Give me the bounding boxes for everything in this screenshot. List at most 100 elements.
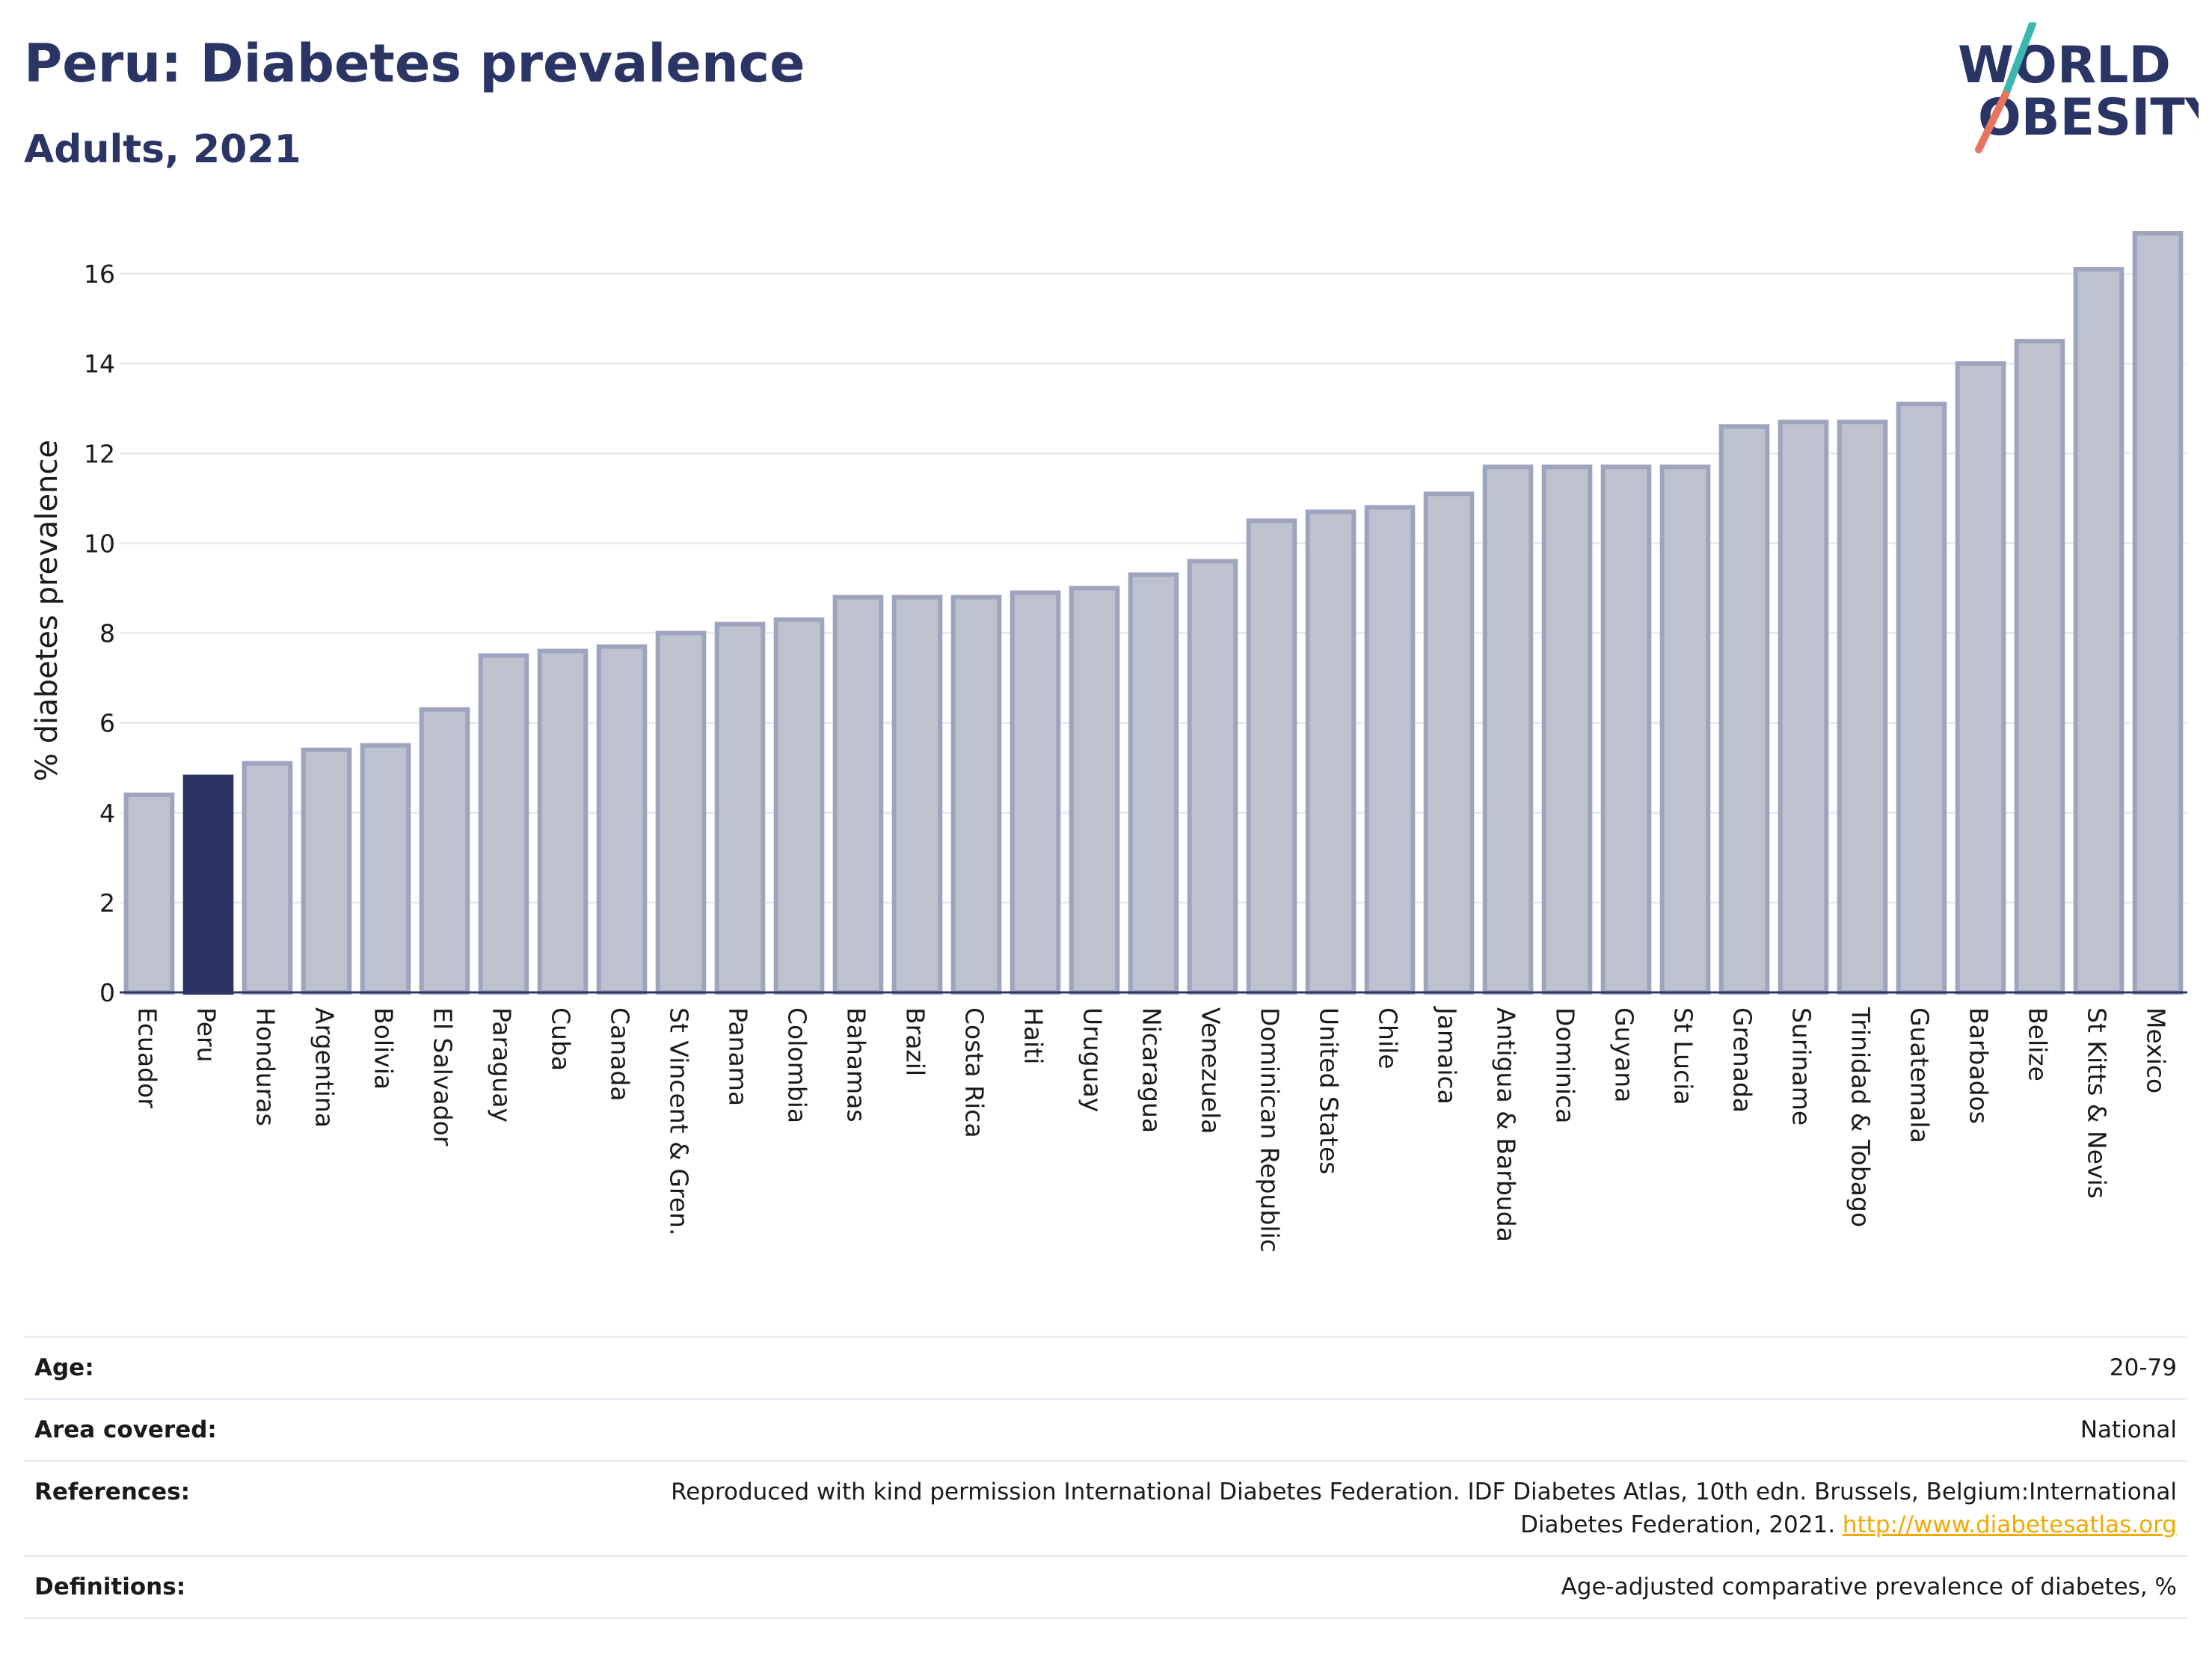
definitions-value: Age-adjusted comparative prevalence of d… [1561, 1573, 2177, 1601]
bar [1837, 420, 1888, 995]
y-tick-label: 6 [99, 709, 115, 738]
bar [1187, 559, 1238, 995]
x-tick-label: Haiti [1019, 1007, 1048, 1064]
page-subtitle: Adults, 2021 [24, 127, 301, 172]
x-tick-label: Barbados [1964, 1007, 1994, 1124]
x-tick-label: Guyana [1610, 1007, 1639, 1102]
world-obesity-logo: WORLD OBESITY [1958, 22, 2199, 153]
age-value: 20-79 [2109, 1354, 2177, 1381]
x-tick-label: Uruguay [1078, 1007, 1107, 1112]
bar [655, 630, 707, 995]
bar [478, 653, 529, 995]
x-tick-label: Nicaragua [1137, 1007, 1167, 1133]
y-tick-label: 10 [84, 529, 115, 558]
bar [123, 792, 175, 995]
x-tick-label: Ecuador [133, 1007, 162, 1108]
bar [537, 648, 589, 995]
bar [950, 595, 1002, 995]
bar [1423, 491, 1475, 995]
bar [1896, 402, 1947, 995]
x-tick-label: Honduras [251, 1007, 280, 1126]
x-tick-label: St Kitts & Nevis [2083, 1007, 2112, 1199]
x-tick-label: El Salvador [428, 1007, 458, 1146]
x-tick-label: Bahamas [842, 1007, 871, 1123]
bar [773, 617, 825, 995]
x-tick-label: Brazil [901, 1007, 930, 1076]
bar [360, 743, 411, 995]
x-tick-label: Suriname [1787, 1007, 1816, 1126]
bar [419, 707, 470, 995]
x-tick-label: Dominican Republic [1256, 1007, 1285, 1253]
definitions-label: Definitions: [34, 1573, 186, 1601]
bar [2073, 267, 2125, 995]
info-row-references: References: Reproduced with kind permiss… [24, 1461, 2187, 1556]
bar [891, 595, 943, 995]
bar [1541, 464, 1593, 995]
logo-text-world: WORLD [1958, 36, 2171, 95]
logo-text-obesity: OBESITY [1978, 88, 2199, 147]
bar [1069, 586, 1120, 995]
x-tick-label: Peru [192, 1007, 221, 1063]
info-row-definitions: Definitions: Age-adjusted comparative pr… [24, 1556, 2187, 1618]
references-line1: Reproduced with kind permission Internat… [671, 1479, 2177, 1506]
bar [1305, 509, 1357, 995]
info-row-area: Area covered: National [24, 1398, 2187, 1461]
bar [1659, 464, 1711, 995]
info-row-age: Age: 20-79 [24, 1336, 2187, 1399]
x-tick-label: Colombia [783, 1007, 812, 1123]
logo-slash-coral [1975, 90, 2009, 153]
x-tick-label: Argentina [310, 1007, 340, 1128]
y-axis-title: % diabetes prevalence [30, 440, 64, 782]
bar [1955, 361, 2006, 995]
x-tick-label: Venezuela [1196, 1007, 1226, 1134]
x-tick-label: Panama [724, 1007, 753, 1106]
y-tick-label: 16 [84, 260, 115, 289]
area-label: Area covered: [34, 1416, 217, 1444]
references-link[interactable]: http://www.diabetesatlas.org [1842, 1511, 2177, 1539]
references-value: Reproduced with kind permission Internat… [568, 1461, 2187, 1556]
logo-slash-teal [2002, 22, 2036, 98]
y-tick-label: 8 [99, 619, 115, 648]
bar [596, 644, 648, 995]
age-label: Age: [34, 1354, 94, 1381]
bar [1364, 505, 1416, 995]
references-line2: Diabetes Federation, 2021. [1520, 1511, 1843, 1539]
x-tick-label: Chile [1374, 1007, 1403, 1069]
bar-chart: 0 2 4 6 8 10 12 14 16 % diabetes prevalence Ecuado… [30, 231, 2187, 1253]
bar [1128, 572, 1179, 995]
y-tick-label: 12 [84, 439, 115, 468]
bar [1718, 424, 1770, 995]
y-tick-label: 2 [99, 888, 115, 918]
x-tick-label: Paraguay [488, 1007, 517, 1123]
bar [714, 621, 766, 995]
bar [301, 747, 352, 995]
x-tick-label: Mexico [2142, 1007, 2171, 1093]
x-tick-label: Grenada [1728, 1007, 1757, 1113]
x-tick-label: Antigua & Barbuda [1492, 1007, 1521, 1242]
x-tick-label: Costa Rica [960, 1007, 989, 1138]
bar [1010, 590, 1061, 995]
area-value: National [2080, 1416, 2177, 1444]
x-tick-label: St Vincent & Gren. [665, 1007, 694, 1235]
bar [1600, 464, 1652, 995]
x-tick-label: Dominica [1551, 1007, 1580, 1123]
x-tick-label: Guatemala [1905, 1007, 1935, 1143]
info-table: Age: 20-79 Area covered: National Refere… [24, 1336, 2187, 1619]
x-tick-label: St Lucia [1669, 1007, 1698, 1105]
bar [1246, 518, 1297, 995]
x-tick-label: Canada [606, 1007, 635, 1102]
bar [2132, 231, 2184, 995]
bar [1778, 420, 1829, 995]
bar [242, 761, 293, 995]
y-tick-label: 14 [84, 349, 115, 378]
x-tick-label: Jamaica [1433, 1006, 1462, 1105]
page-title: Peru: Diabetes prevalence [24, 33, 805, 94]
x-tick-label: Cuba [547, 1007, 576, 1071]
x-tick-label: Bolivia [369, 1007, 399, 1090]
y-tick-label: 4 [99, 799, 115, 828]
bar [832, 595, 884, 995]
bar [2014, 339, 2065, 995]
references-label: References: [34, 1479, 191, 1506]
x-tick-label: Belize [2024, 1007, 2053, 1081]
x-tick-label: Trinidad & Tobago [1846, 1007, 1875, 1227]
